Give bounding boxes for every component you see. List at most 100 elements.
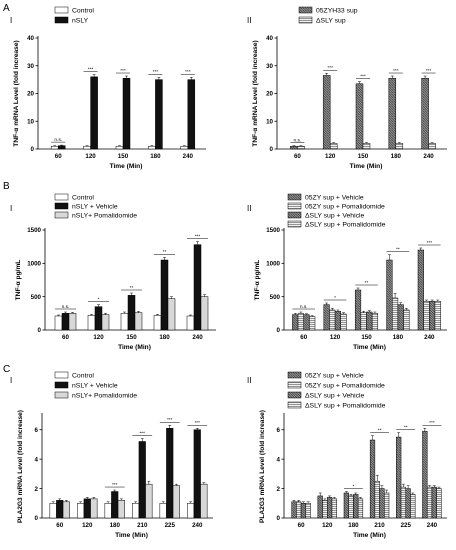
legend-label: 05ZY sup + Pomalidomide (305, 383, 385, 390)
y-axis-label: PLA2G3 mRNA Level (fold increase) (259, 410, 266, 523)
x-tick-label: 150 (358, 153, 369, 160)
bar (296, 501, 302, 519)
x-tick-label: 150 (361, 334, 372, 341)
x-tick-label: 240 (427, 522, 438, 529)
bar (300, 503, 307, 519)
x-tick-label: 240 (192, 334, 203, 341)
y-axis-label: TNF-α mRNA Level (fold increase) (13, 40, 20, 146)
bar (331, 498, 337, 519)
y-tick-label: 0 (35, 515, 39, 522)
bar (405, 488, 411, 519)
x-tick-label: 210 (374, 522, 385, 529)
x-tick-label: 60 (300, 334, 307, 341)
bar (90, 498, 98, 519)
chart-panel-a-i: I 0 10 20 30 40 TNF-α mRNA Level (fold increas… (10, 6, 206, 170)
significance-label: n.s. (54, 138, 62, 143)
legend-swatch (54, 211, 69, 219)
bar (101, 314, 110, 331)
legend-swatch (54, 391, 69, 399)
legend-swatch (287, 381, 302, 389)
legend-label: 05ZYH33 sup (316, 8, 358, 15)
bar (62, 501, 70, 519)
bar (417, 249, 424, 331)
bar (410, 494, 416, 519)
bar (132, 503, 140, 519)
legend-swatch (298, 6, 313, 14)
bar (354, 289, 362, 331)
section-letter-b: B (3, 181, 10, 192)
significance-label: ** (404, 424, 408, 430)
chart-panel-b-i: I 0 500 1000 1500 TNF-α pg/mL Time (Min) 60 n.s.… (10, 193, 216, 351)
bar (329, 309, 336, 331)
bar (54, 315, 63, 331)
bar (334, 311, 342, 331)
bar (167, 298, 176, 331)
x-tick-label: 180 (150, 153, 161, 160)
legend-label: ΔSLY sup (316, 18, 346, 25)
legend-swatch (287, 391, 302, 399)
legend-swatch (54, 202, 69, 210)
bar (83, 498, 91, 519)
legend-label: nSLY+ Pomalidomide (72, 393, 137, 400)
x-tick-label: 225 (401, 522, 412, 529)
bar (200, 483, 208, 519)
bar (61, 313, 70, 331)
significance-label: ** (396, 246, 400, 252)
x-tick-label: 60 (56, 522, 63, 529)
bar (303, 314, 310, 331)
legend-label: nSLY + Vehicle (72, 204, 118, 211)
x-tick-label: 120 (85, 153, 96, 160)
x-tick-label: 120 (82, 522, 93, 529)
significance-label: n.s. (294, 138, 302, 143)
significance-label: *** (139, 430, 145, 436)
legend-label: 05ZY sup + Pomalidomide (305, 204, 385, 211)
y-tick-label: 10 (27, 118, 34, 125)
legend-label: nSLY+ Pomalidomide (72, 213, 137, 220)
y-tick-label: 4 (277, 456, 281, 463)
legend-label: nSLY (72, 18, 89, 25)
legend-swatch (287, 371, 302, 379)
legend-swatch (54, 381, 69, 389)
x-tick-label: 120 (325, 153, 336, 160)
y-tick-label: 500 (31, 294, 42, 301)
bar (297, 145, 305, 150)
bar (166, 427, 174, 519)
significance-label: *** (429, 420, 435, 426)
bar (90, 76, 98, 150)
x-tick-label: 210 (137, 522, 148, 529)
x-tick-label: 180 (391, 153, 402, 160)
x-tick-label: 60 (62, 334, 69, 341)
bar (384, 492, 390, 519)
bar (138, 441, 146, 519)
significance-label: *** (167, 417, 173, 423)
significance-label: *** (120, 68, 126, 74)
x-axis-label: Time (Min) (110, 163, 143, 170)
bar (77, 503, 85, 519)
bar (340, 313, 347, 331)
bar (49, 503, 57, 519)
bar (431, 486, 437, 519)
y-tick-label: 40 (27, 35, 34, 42)
x-tick-label: 60 (294, 153, 301, 160)
bar (290, 145, 298, 150)
y-tick-label: 1000 (27, 261, 41, 268)
y-tick-label: 2 (35, 486, 39, 493)
bar (160, 259, 169, 331)
bar (115, 145, 124, 150)
bar (291, 501, 297, 519)
bar (57, 145, 66, 150)
legend-label: ΔSLY sup + Pomalidomide (305, 222, 386, 229)
significance-label: *** (360, 73, 366, 79)
bar (403, 309, 410, 331)
bar (386, 259, 393, 331)
x-tick-label: 120 (330, 334, 341, 341)
bar (186, 315, 195, 331)
bar (374, 480, 380, 519)
significance-label: n.s. (300, 305, 308, 310)
legend-swatch (287, 193, 302, 201)
x-axis-label: Time (Min) (115, 532, 148, 539)
significance-label: * (334, 295, 336, 301)
y-tick-label: 0 (31, 146, 35, 153)
panel-roman-numeral: II (247, 204, 251, 213)
bar (292, 314, 299, 331)
